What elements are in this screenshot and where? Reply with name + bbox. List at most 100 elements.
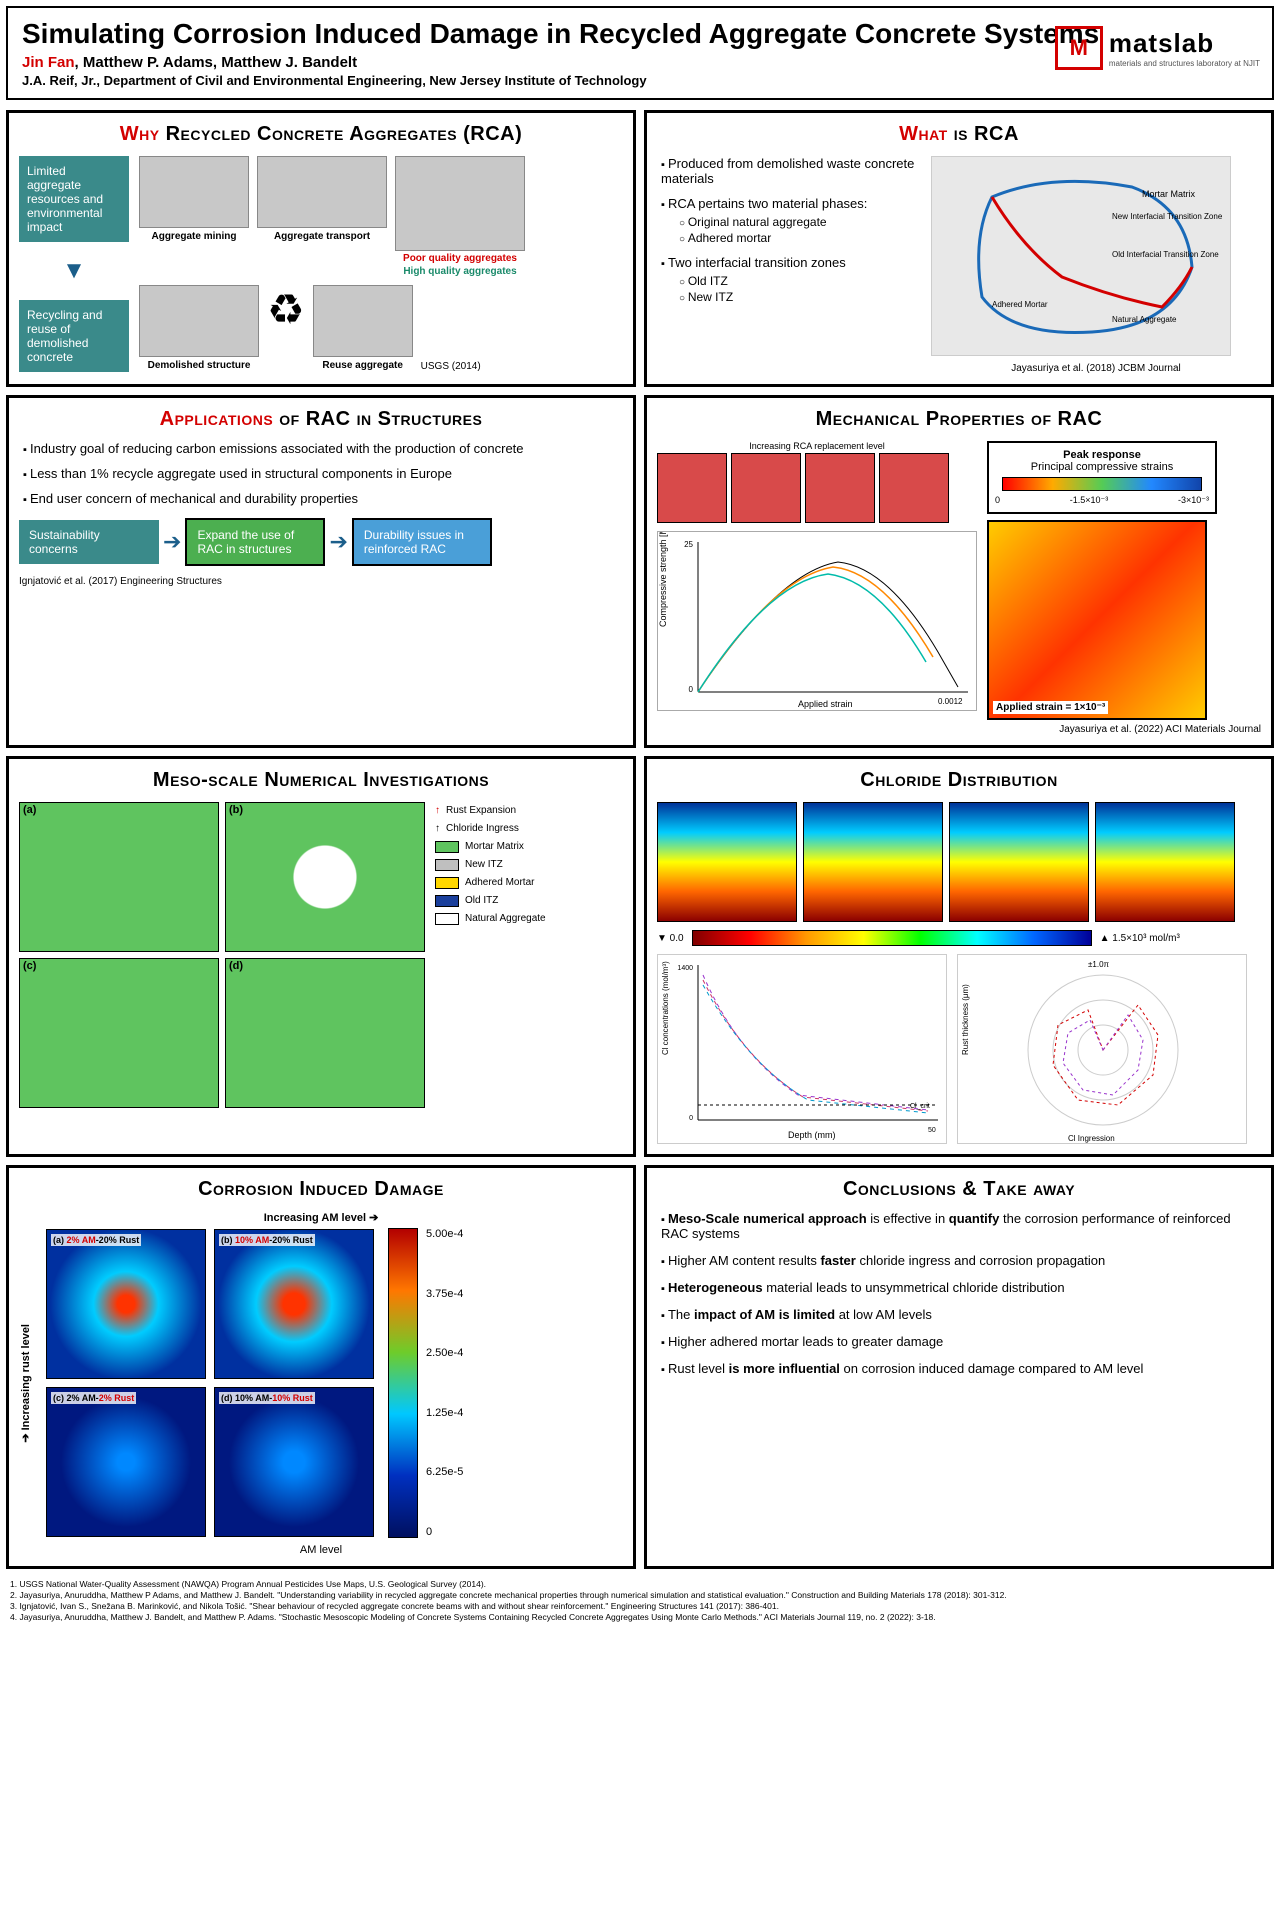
svg-text:Mortar Matrix: Mortar Matrix [1142,189,1196,199]
poor-quality-label: Poor quality aggregates [403,253,517,264]
chloride-colorbar [692,930,1092,946]
recycle-icon: ♻ [267,285,305,372]
demolished-caption: Demolished structure [146,359,253,372]
down-arrow-icon: ▼ [19,260,129,282]
what-bullet-1: Produced from demolished waste concrete … [661,156,917,186]
why-box-1: Limited aggregate resources and environm… [19,156,129,242]
high-quality-label: High quality aggregates [403,266,516,277]
logo-icon: M [1055,26,1103,70]
svg-text:Cl concentrations (mol/m³): Cl concentrations (mol/m³) [661,961,670,1055]
panel-title: Why Recycled Concrete Aggregates (RCA) [19,123,623,146]
panel-mesoscale: Meso-scale Numerical Investigations (a) … [6,756,636,1157]
am-level-label: AM level [19,1544,623,1556]
meso-grid: (a) (b) (c) (d) [19,802,425,1108]
app-bullet-3: End user concern of mechanical and durab… [23,491,623,506]
damage-c: (c) 2% AM-2% Rust [46,1387,206,1537]
mining-image [139,156,249,228]
stress-strain-chart: Compressive strength [MPa] Applied strai… [657,531,977,711]
affiliation: J.A. Reif, Jr., Department of Civil and … [22,73,1258,88]
svg-text:1400: 1400 [677,965,693,972]
panel-what-rca: What is RCA Produced from demolished was… [644,110,1274,387]
ref-4: 4. Jayasuriya, Anuruddha, Matthew J. Ban… [10,1612,1270,1623]
what-citation: Jayasuriya et al. (2018) JCBM Journal [931,363,1261,374]
app-flow: Sustainability concerns ➔ Expand the use… [19,518,623,566]
conclusion-4: The impact of AM is limited at low AM le… [661,1307,1261,1322]
arrow-icon: ➔ [163,529,181,555]
panel-chloride: Chloride Distribution ▼ 0.0 ▲ 1.5×10³ mo… [644,756,1274,1157]
peak-response-box: Peak response Principal compressive stra… [987,441,1217,514]
simulation-tiles [657,453,977,523]
svg-text:New Interfacial Transition Zon: New Interfacial Transition Zone [1112,212,1223,221]
coauthors: , Matthew P. Adams, Matthew J. Bandelt [75,54,358,71]
rca-diagram: Mortar Matrix New Interfacial Transition… [931,156,1231,356]
demolished-image [139,285,259,357]
conclusion-6: Rust level is more influential on corros… [661,1361,1261,1376]
reuse-image [313,285,413,357]
conclusion-3: Heterogeneous material leads to unsymmet… [661,1280,1261,1295]
chl-map-1 [657,802,797,922]
damage-b: (b) 10% AM-20% Rust [214,1229,374,1379]
panel-corrosion-damage: Corrosion Induced Damage Increasing AM l… [6,1165,636,1569]
what-bullet-2: RCA pertains two material phases: Origin… [661,196,917,245]
panel-conclusions: Conclusions & Take away Meso-Scale numer… [644,1165,1274,1569]
references: 1. USGS National Water-Quality Assessmen… [6,1577,1274,1625]
ref-2: 2. Jayasuriya, Anuruddha, Matthew P Adam… [10,1590,1270,1601]
transport-image [257,156,387,228]
panel-title: Corrosion Induced Damage [19,1178,623,1201]
svg-text:0: 0 [689,1115,693,1122]
panel-title: What is RCA [657,123,1261,146]
arrow-icon: ➔ [329,529,347,555]
y-axis-label: ➔ Increasing rust level [19,1324,32,1443]
mech-citation: Jayasuriya et al. (2022) ACI Materials J… [657,724,1261,735]
meso-img-a [19,802,219,952]
svg-text:0: 0 [689,685,694,694]
meso-img-c [19,958,219,1108]
svg-text:0.0012: 0.0012 [938,697,963,706]
chl-map-2 [803,802,943,922]
strain-field-image: Applied strain = 1×10⁻³ [987,520,1207,720]
polar-rust-chart: ±1.0π Rust thickness (μm) Cl Ingression [957,954,1247,1144]
ref-3: 3. Ignjatović, Ivan S., Snežana B. Marin… [10,1601,1270,1612]
tile-label: Increasing RCA replacement level [657,441,977,451]
svg-text:±1.0π: ±1.0π [1088,960,1110,969]
panel-applications: Applications of RAC in Structures Indust… [6,395,636,748]
conclusion-5: Higher adhered mortar leads to greater d… [661,1334,1261,1349]
mining-caption: Aggregate mining [149,230,238,243]
flow-sustainability: Sustainability concerns [19,520,159,564]
damage-grid: (a) 2% AM-20% Rust (b) 10% AM-20% Rust (… [46,1229,374,1537]
conclusion-2: Higher AM content results faster chlorid… [661,1253,1261,1268]
damage-d: (d) 10% AM-10% Rust [214,1387,374,1537]
transport-caption: Aggregate transport [272,230,372,243]
svg-text:Cl Ingression: Cl Ingression [1068,1134,1115,1143]
damage-colorbar: 5.00e-4 3.75e-4 2.50e-4 1.25e-4 6.25e-5 … [388,1228,463,1538]
ref-1: 1. USGS National Water-Quality Assessmen… [10,1579,1270,1590]
panel-title: Meso-scale Numerical Investigations [19,769,623,792]
app-bullet-1: Industry goal of reducing carbon emissio… [23,441,623,456]
panel-why-rca: Why Recycled Concrete Aggregates (RCA) L… [6,110,636,387]
app-bullet-2: Less than 1% recycle aggregate used in s… [23,466,623,481]
chloride-maps [657,802,1261,922]
svg-text:25: 25 [684,540,693,549]
poster-header: Simulating Corrosion Induced Damage in R… [6,6,1274,100]
meso-legend: ↑Rust Expansion ↑Chloride Ingress Mortar… [435,802,546,1108]
svg-text:Depth (mm): Depth (mm) [788,1130,836,1140]
conclusions-list: Meso-Scale numerical approach is effecti… [657,1211,1261,1376]
panel-mechanical: Mechanical Properties of RAC Increasing … [644,395,1274,748]
svg-text:Cl_crit: Cl_crit [910,1103,930,1110]
svg-text:Natural Aggregate: Natural Aggregate [1112,315,1177,324]
svg-text:Adhered Mortar: Adhered Mortar [992,300,1048,309]
panel-title: Applications of RAC in Structures [19,408,623,431]
svg-text:Applied strain: Applied strain [798,699,853,709]
panel-title: Mechanical Properties of RAC [657,408,1261,431]
svg-text:Old Interfacial Transition Zon: Old Interfacial Transition Zone [1112,250,1219,259]
chl-map-4 [1095,802,1235,922]
logo-text: matslab [1109,28,1260,59]
what-bullet-3: Two interfacial transition zones Old ITZ… [661,255,917,304]
logo-subtext: materials and structures laboratory at N… [1109,59,1260,68]
lab-logo: M matslab materials and structures labor… [1055,26,1260,70]
flow-expand: Expand the use of RAC in structures [185,518,325,566]
map-image [395,156,525,251]
conclusion-1: Meso-Scale numerical approach is effecti… [661,1211,1261,1241]
reuse-caption: Reuse aggregate [320,359,405,372]
chl-map-3 [949,802,1089,922]
